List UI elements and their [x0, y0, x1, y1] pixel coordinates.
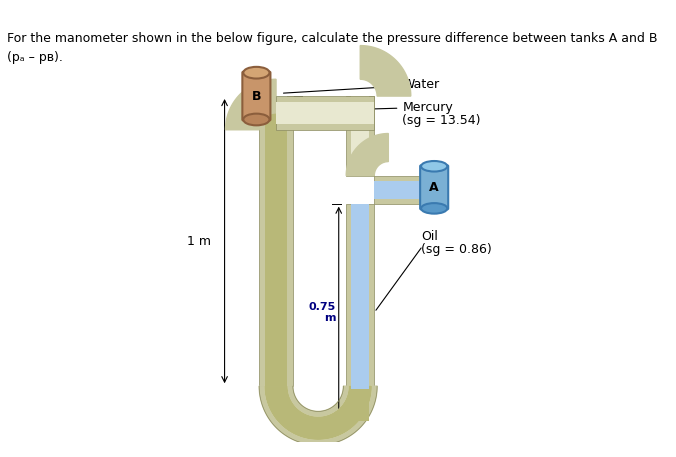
Bar [265, 96, 287, 386]
Bar [265, 96, 287, 112]
Bar [375, 181, 435, 199]
FancyBboxPatch shape [243, 72, 270, 121]
Polygon shape [265, 386, 371, 439]
Bar [276, 96, 375, 130]
Bar [351, 389, 369, 421]
Ellipse shape [243, 114, 270, 125]
Text: B: B [251, 90, 261, 102]
FancyBboxPatch shape [420, 165, 448, 209]
Polygon shape [226, 79, 276, 130]
Text: (pₐ – pʙ).: (pₐ – pʙ). [7, 51, 64, 64]
Text: (sg = 0.86): (sg = 0.86) [421, 243, 492, 256]
Ellipse shape [421, 203, 448, 213]
Polygon shape [265, 386, 371, 439]
Bar [259, 96, 293, 386]
Bar [351, 204, 369, 421]
Text: For the manometer shown in the below figure, calculate the pressure difference b: For the manometer shown in the below fig… [7, 32, 658, 45]
Text: A: A [429, 181, 439, 194]
Polygon shape [346, 133, 388, 175]
Ellipse shape [243, 67, 270, 79]
Bar [276, 102, 375, 124]
Text: Oil: Oil [376, 230, 438, 310]
Text: Mercury: Mercury [287, 101, 453, 114]
Text: 0.75
m: 0.75 m [309, 302, 336, 323]
Ellipse shape [421, 161, 448, 171]
Polygon shape [360, 46, 411, 96]
Bar [351, 96, 369, 175]
Text: 100 mm: 100 mm [305, 97, 355, 107]
Bar [346, 204, 375, 389]
Text: (sg = 13.54): (sg = 13.54) [402, 114, 481, 127]
Polygon shape [259, 386, 377, 445]
Text: Water: Water [283, 78, 439, 93]
Bar [351, 204, 369, 389]
Text: 1 m: 1 m [187, 234, 210, 248]
Bar [375, 175, 435, 204]
Bar [346, 96, 375, 175]
Bar [265, 112, 287, 386]
